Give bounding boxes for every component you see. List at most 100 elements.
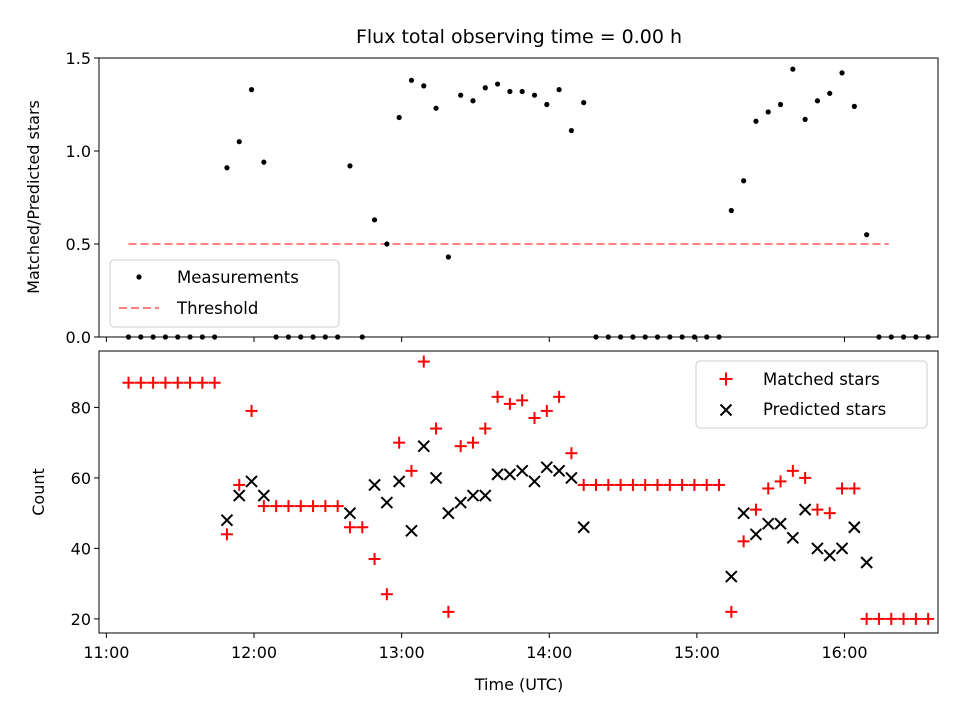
matched-star-point (897, 612, 910, 625)
measurement-point (224, 165, 230, 171)
matched-star-point (565, 447, 578, 460)
predicted-star-point (774, 517, 787, 530)
matched-star-point (762, 482, 775, 495)
legend-predicted-marker (719, 403, 733, 417)
predicted-star-point (233, 489, 246, 502)
matched-star-point (134, 376, 147, 389)
matched-star-point (639, 478, 652, 491)
matched-star-point (799, 471, 812, 484)
measurement-point (408, 77, 415, 83)
measurement-point (458, 92, 464, 98)
predicted-star-point (392, 475, 406, 488)
measurement-point (248, 87, 255, 93)
matched-star-point (257, 500, 270, 513)
measurement-point (790, 66, 796, 72)
predicted-star-point (749, 528, 763, 541)
measurement-point (445, 254, 451, 260)
measurement-point (384, 241, 390, 247)
measurement-point (470, 98, 476, 104)
matched-star-point (737, 535, 750, 548)
matched-star-point (368, 552, 381, 565)
matched-star-point (294, 500, 307, 513)
measurement-point (802, 116, 808, 122)
predicted-star-point (552, 464, 566, 478)
predicted-star-point (515, 464, 529, 478)
bottom-y-tick-label: 80 (71, 398, 91, 417)
measurement-point (728, 207, 734, 214)
measurement-point (396, 114, 402, 121)
bottom-y-ticks: 20 40 60 80 (71, 398, 99, 629)
measurement-point (814, 98, 821, 104)
matched-star-point (823, 507, 836, 520)
measurement-point (519, 88, 525, 95)
matched-star-point (713, 478, 726, 491)
measurement-point (581, 100, 587, 106)
predicted-star-point (368, 478, 381, 492)
matched-star-point (319, 500, 332, 513)
predicted-star-point (257, 489, 271, 502)
measurement-point (236, 139, 242, 145)
x-tick-label: 12:00 (231, 643, 277, 662)
matched-star-point (663, 478, 676, 491)
matched-star-point (307, 500, 320, 513)
top-legend-box (109, 259, 340, 328)
predicted-star-point (835, 542, 849, 555)
top-marks (125, 66, 931, 340)
matched-star-point (393, 436, 406, 449)
matched-star-point (184, 376, 197, 389)
legend-matched-marker (719, 372, 733, 386)
measurement-point (827, 90, 833, 96)
predicted-star-point (479, 489, 492, 502)
x-tick-label: 11:00 (83, 643, 129, 662)
predicted-star-point (491, 468, 504, 481)
predicted-star-point (503, 468, 517, 481)
matched-star-point (885, 612, 898, 625)
matched-star-point (774, 475, 787, 488)
matched-star-point (454, 440, 467, 453)
matched-star-point (270, 500, 283, 513)
measurement-point (507, 88, 513, 95)
matched-star-point (220, 528, 233, 541)
measurement-point (741, 178, 747, 184)
predicted-star-point (565, 471, 578, 485)
predicted-star-point (786, 531, 800, 545)
measurement-point (531, 92, 538, 98)
predicted-star-point (528, 475, 541, 488)
measurement-point (371, 217, 378, 223)
matched-star-point (749, 503, 762, 516)
matched-star-point (909, 612, 922, 625)
matched-star-point (171, 376, 184, 389)
measurement-point (777, 101, 784, 108)
predicted-star-point (442, 506, 455, 520)
matched-star-point (528, 411, 541, 424)
measurement-point (347, 163, 353, 169)
top-y-tick-label: 1.0 (66, 142, 91, 161)
matched-star-point (417, 355, 430, 368)
bottom-y-axis-label: Count (29, 468, 48, 516)
top-y-tick-label: 0.0 (66, 328, 91, 347)
top-x-ticks (105, 337, 846, 342)
measurement-point (851, 103, 857, 109)
matched-star-point (491, 390, 504, 403)
x-axis-label: Time (UTC) (474, 675, 563, 694)
bottom-marks (122, 355, 935, 625)
predicted-star-point (762, 517, 775, 530)
predicted-star-point (823, 549, 836, 562)
predicted-star-point (725, 570, 738, 583)
matched-star-point (430, 422, 443, 435)
predicted-star-point (540, 461, 554, 474)
bottom-y-tick-label: 60 (71, 469, 91, 488)
bottom-legend-box (695, 360, 928, 429)
predicted-star-point (798, 503, 812, 516)
matched-star-point (786, 464, 799, 477)
x-tick-label: 13:00 (379, 643, 425, 662)
matched-star-point (626, 478, 639, 491)
matched-star-point (331, 500, 344, 513)
matched-star-point (676, 478, 689, 491)
matched-star-point (405, 464, 418, 477)
top-y-axis-label: Matched/Predicted stars (24, 100, 43, 294)
matched-star-point (700, 478, 713, 491)
measurement-point (839, 70, 845, 76)
